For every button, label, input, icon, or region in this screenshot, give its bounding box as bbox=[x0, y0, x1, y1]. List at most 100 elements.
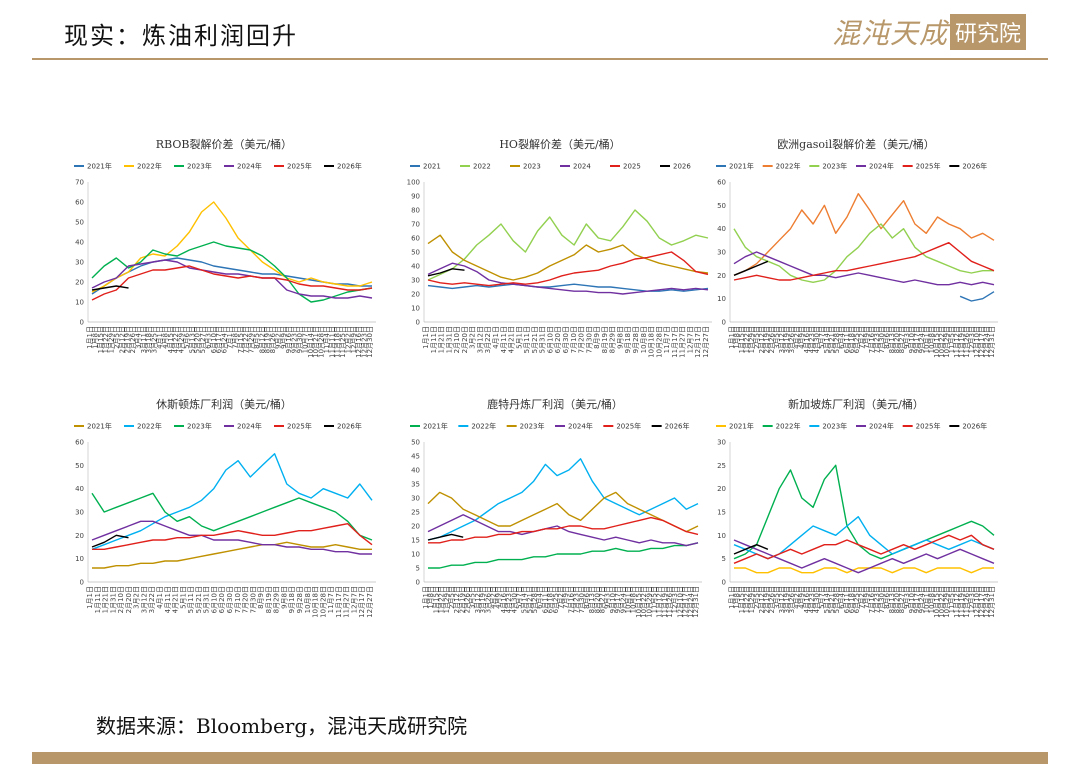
x-tick-label: 6月4日 bbox=[838, 586, 846, 609]
series-line-2025年 bbox=[733, 242, 995, 281]
y-tick-label: 100 bbox=[407, 179, 420, 187]
legend-label: 2022年 bbox=[471, 422, 496, 431]
x-tick-label: 5月31日 bbox=[203, 586, 211, 613]
x-tick-label: 7月30日 bbox=[878, 326, 886, 353]
y-tick-label: 5 bbox=[416, 565, 420, 573]
y-tick-label: 10 bbox=[411, 305, 420, 313]
x-tick-label: 1月22日 bbox=[743, 586, 751, 613]
x-tick-label: 8月27日 bbox=[898, 586, 906, 613]
x-tick-label: 3月4日 bbox=[134, 326, 142, 349]
x-tick-label: 12月3日 bbox=[968, 586, 976, 613]
x-tick-label: 3月12日 bbox=[778, 586, 786, 613]
x-tick-label: 3月26日 bbox=[788, 586, 796, 613]
x-tick-label: 11月26日 bbox=[963, 586, 971, 618]
x-tick-label: 1月21日 bbox=[102, 586, 110, 613]
x-tick-label: 11月27日 bbox=[343, 586, 351, 618]
x-tick-label: 7月2日 bbox=[858, 586, 866, 609]
x-tick-label: 3月11日 bbox=[140, 326, 148, 353]
x-tick-label: 5月27日 bbox=[199, 326, 207, 353]
x-tick-label: 1月8日 bbox=[427, 586, 435, 609]
x-tick-label: 9月3日 bbox=[903, 586, 911, 609]
legend-label: 2023年 bbox=[822, 422, 847, 431]
y-tick-label: 10 bbox=[411, 551, 420, 559]
x-tick-label: 2月26日 bbox=[768, 326, 776, 353]
x-tick-label: 4月22日 bbox=[172, 326, 180, 353]
legend-label: 2021年 bbox=[87, 422, 112, 431]
x-tick-label: 5月28日 bbox=[833, 586, 841, 613]
x-tick-label: 9月10日 bbox=[609, 586, 617, 613]
legend-label: 2021年 bbox=[423, 422, 448, 431]
x-tick-label: 3月12日 bbox=[474, 586, 482, 613]
x-tick-label: 1月11日 bbox=[430, 326, 438, 353]
y-tick-label: 0 bbox=[722, 319, 726, 327]
footer-bar bbox=[32, 752, 1048, 764]
x-tick-label: 5月21日 bbox=[828, 326, 836, 353]
y-tick-label: 30 bbox=[75, 509, 84, 517]
x-tick-label: 8月19日 bbox=[601, 326, 609, 353]
x-tick-label: 7月16日 bbox=[567, 586, 575, 613]
chart-gasoil-svg: 欧洲gasoil裂解价差（美元/桶） 2021年 2022年 2023年 2024年 20… bbox=[716, 137, 998, 358]
x-tick-label: 5月21日 bbox=[195, 586, 203, 613]
legend-label: 2025年 bbox=[916, 162, 941, 171]
x-tick-label: 5月1日 bbox=[179, 586, 187, 609]
legend-label: 2022年 bbox=[776, 162, 801, 171]
legend-label: 2022年 bbox=[776, 422, 801, 431]
y-tick-label: 60 bbox=[717, 179, 726, 187]
x-tick-label: 11月19日 bbox=[958, 586, 966, 618]
y-tick-label: 0 bbox=[722, 579, 726, 587]
y-tick-label: 0 bbox=[416, 319, 420, 327]
x-tick-label: 12月31日 bbox=[692, 586, 700, 618]
legend-label: 2021年 bbox=[87, 162, 112, 171]
x-tick-label: 1月15日 bbox=[738, 586, 746, 613]
chart-title: 鹿特丹炼厂利润（美元/桶） bbox=[487, 397, 623, 411]
series-line-2022年 bbox=[733, 193, 995, 276]
x-tick-label: 10月8日 bbox=[928, 586, 936, 613]
x-tick-label: 12月31日 bbox=[988, 326, 996, 358]
series-line-2022 bbox=[427, 209, 709, 281]
series-line-2023年 bbox=[427, 491, 699, 533]
x-tick-label: 12月24日 bbox=[687, 586, 695, 618]
x-tick-label: 1月29日 bbox=[748, 326, 756, 353]
x-tick-label: 5月28日 bbox=[531, 586, 539, 613]
legend-label: 2026年 bbox=[962, 162, 987, 171]
series-line-2024年 bbox=[733, 539, 995, 574]
x-tick-label: 8月29日 bbox=[273, 586, 281, 613]
x-tick-label: 3月25日 bbox=[151, 326, 159, 353]
series-line-2022年 bbox=[733, 464, 995, 560]
chart-singapore: 新加坡炼厂利润（美元/桶） 2021年 2022年 2023年 2024年 2025年 20… bbox=[706, 392, 1006, 622]
x-tick-label: 5月11日 bbox=[523, 326, 531, 353]
legend-label: 2026年 bbox=[962, 422, 987, 431]
legend-label: 2025年 bbox=[616, 422, 641, 431]
x-tick-label: 2月5日 bbox=[448, 586, 456, 609]
x-tick-label: 12月2日 bbox=[344, 326, 352, 353]
x-tick-label: 1月15日 bbox=[738, 326, 746, 353]
y-tick-label: 40 bbox=[411, 263, 420, 271]
x-tick-label: 10月28日 bbox=[655, 326, 663, 358]
x-tick-label: 1月22日 bbox=[102, 326, 110, 353]
x-tick-label: 2月12日 bbox=[758, 326, 766, 353]
x-tick-label: 11月18日 bbox=[334, 326, 342, 358]
y-tick-label: 0 bbox=[416, 579, 420, 587]
x-tick-label: 11月12日 bbox=[656, 586, 664, 618]
x-tick-label: 7月30日 bbox=[249, 586, 257, 613]
x-tick-label: 5月7日 bbox=[818, 326, 826, 349]
x-tick-label: 2月12日 bbox=[758, 586, 766, 613]
x-tick-label: 11月7日 bbox=[663, 326, 671, 353]
x-tick-label: 7月29日 bbox=[248, 326, 256, 353]
x-tick-label: 1月21日 bbox=[438, 326, 446, 353]
x-tick-label: 1月31日 bbox=[109, 586, 117, 613]
x-tick-label: 7月2日 bbox=[858, 326, 866, 349]
legend-label: 2024年 bbox=[869, 162, 894, 171]
y-tick-label: 45 bbox=[411, 453, 420, 461]
x-tick-label: 5月21日 bbox=[531, 326, 539, 353]
y-tick-label: 20 bbox=[717, 272, 726, 280]
x-tick-label: 6月25日 bbox=[853, 586, 861, 613]
legend-label: 2024年 bbox=[237, 162, 262, 171]
x-tick-label: 2月5日 bbox=[113, 326, 121, 349]
x-tick-label: 7月10日 bbox=[234, 586, 242, 613]
x-tick-label: 6月10日 bbox=[210, 326, 218, 353]
series-line-2026年 bbox=[733, 260, 769, 276]
x-tick-label: 9月17日 bbox=[913, 586, 921, 613]
x-tick-label: 2月5日 bbox=[753, 326, 761, 349]
x-tick-label: 7月9日 bbox=[863, 326, 871, 349]
